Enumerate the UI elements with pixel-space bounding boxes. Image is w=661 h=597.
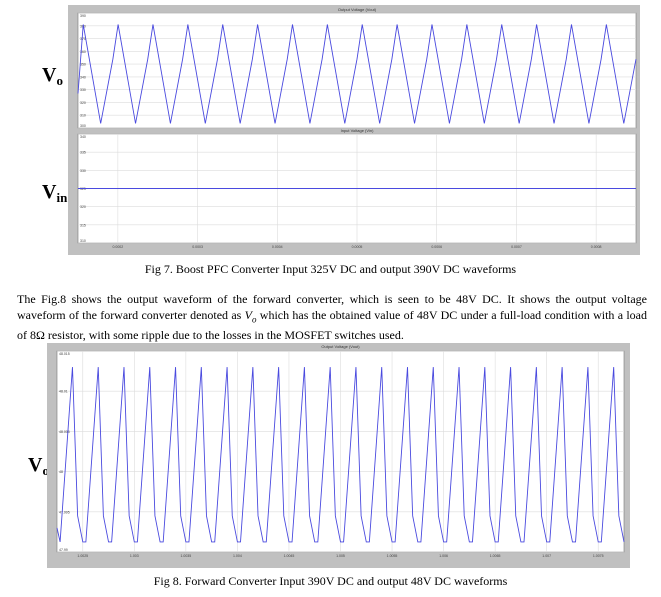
fig7-bottom-ytick-label: 315: [80, 223, 86, 227]
fig7-vin-label: Vin: [42, 181, 68, 205]
fig7-top-ytick-label: 320: [80, 101, 86, 105]
fig8-title: Output Voltage (Vout): [321, 344, 360, 349]
fig8-xtick-label: 1.0045: [284, 554, 295, 558]
fig7-top-ytick-label: 350: [80, 63, 86, 67]
fig7-bottom-ytick-label: 335: [80, 151, 86, 155]
fig7-bottom-xtick-label: 0.0006: [431, 245, 442, 249]
fig8-ytick-label: 48: [59, 470, 63, 474]
fig7-top-ytick-label: 370: [80, 37, 86, 41]
fig8-xtick-label: 1.0055: [387, 554, 398, 558]
fig7-caption: Fig 7. Boost PFC Converter Input 325V DC…: [144, 262, 517, 276]
fig8-xtick-label: 1.0075: [593, 554, 604, 558]
fig8-caption: Fig 8. Forward Converter Input 390V DC a…: [153, 574, 508, 588]
fig8-xtick-label: 1.004: [233, 554, 242, 558]
fig7-bottom-ytick-label: 340: [80, 135, 86, 139]
fig7-vout-series: [77, 24, 637, 124]
fig8-xtick-label: 1.0025: [77, 554, 88, 558]
fig8-ytick-label: 47.995: [59, 510, 70, 514]
fig7-top-ytick-label: 300: [80, 124, 86, 128]
fig7-top-axes: [77, 12, 637, 129]
fig7-bottom-title: Input Voltage (Vin): [341, 128, 375, 133]
fig7-top-ytick-label: 360: [80, 50, 86, 54]
fig7-bottom-ytick-label: 330: [80, 169, 86, 173]
fig7-bottom-ytick-label: 320: [80, 205, 86, 209]
fig7-bottom-xtick-label: 0.0007: [511, 245, 522, 249]
fig8-xtick-label: 1.006: [439, 554, 448, 558]
fig7-top-ytick-label: 310: [80, 114, 86, 118]
fig7-plot-window: Output Voltage (Vout) 390 380 370 360 350 340 3…: [68, 5, 640, 255]
fig8-vo-label: Vo: [28, 454, 49, 478]
fig7-bottom-xtick-label: 0.0004: [272, 245, 283, 249]
fig8-xtick-label: 1.0035: [181, 554, 192, 558]
fig7-top-ytick-label: 330: [80, 88, 86, 92]
body-paragraph: The Fig.8 shows the output waveform of t…: [17, 292, 647, 343]
fig7-bottom-xtick-label: 0.0002: [112, 245, 123, 249]
fig7-top-title: Output Voltage (Vout): [338, 7, 377, 12]
fig8-ytick-label: 48.01: [59, 390, 68, 394]
fig7-bottom-xtick-label: 0.0005: [352, 245, 363, 249]
fig8-ytick-label: 47.99: [59, 548, 68, 552]
fig7-bottom-xtick-label: 0.0003: [192, 245, 203, 249]
fig8-xtick-label: 1.007: [542, 554, 551, 558]
fig8-xtick-label: 1.0065: [490, 554, 501, 558]
fig8-xtick-label: 1.003: [130, 554, 139, 558]
fig7-bottom-ytick-label: 310: [80, 239, 86, 243]
fig8-chart: Output Voltage (Vout) 48.015 48.01 48.005 48…: [56, 344, 625, 558]
fig7-bottom-xtick-label: 0.0008: [591, 245, 602, 249]
fig8-ytick-label: 48.015: [59, 352, 70, 356]
fig7-top-ytick-label: 340: [80, 75, 86, 79]
fig7-vo-label: Vo: [42, 64, 63, 88]
fig8-ytick-label: 48.005: [59, 430, 70, 434]
fig8-vout-series: [56, 367, 625, 543]
fig7-top-ytick-label: 390: [80, 14, 86, 18]
fig7-chart: Output Voltage (Vout)3903803703603503403…: [77, 7, 637, 249]
fig8-xtick-label: 1.005: [336, 554, 345, 558]
fig8-plot-window: Output Voltage (Vout) 48.015 48.01 48.005 48…: [47, 343, 630, 568]
